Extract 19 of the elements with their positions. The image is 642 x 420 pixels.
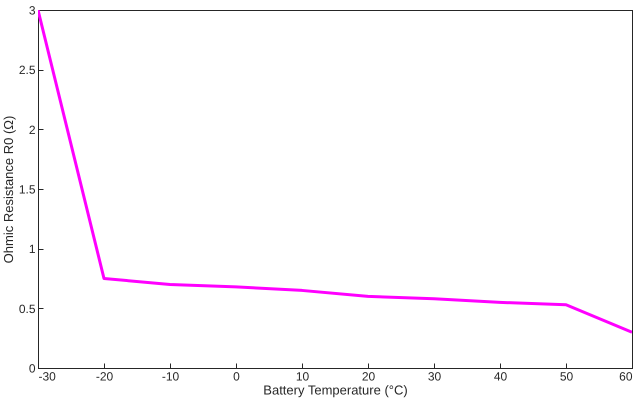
y-tick-label: 2 xyxy=(28,122,36,137)
x-tick-label: -10 xyxy=(162,370,180,384)
y-tick-label: 1.5 xyxy=(18,182,36,196)
x-axis-title: Battery Temperature (°C) xyxy=(263,382,408,398)
x-tick-label: 10 xyxy=(296,370,310,384)
x-tick-label: -30 xyxy=(38,370,56,384)
y-axis-title: Ohmic Resistance R0 (Ω) xyxy=(0,116,16,264)
x-tick-label: 60 xyxy=(619,370,633,384)
y-tick-label: 3 xyxy=(28,4,36,18)
x-tick-label: 50 xyxy=(560,370,574,384)
x-tick-label: -20 xyxy=(96,370,114,384)
x-tick-label: 40 xyxy=(494,370,508,384)
line-series xyxy=(38,10,632,334)
x-tick-label: 0 xyxy=(233,370,240,384)
x-tick-label: 30 xyxy=(428,370,442,384)
y-tick-label: 0.5 xyxy=(18,302,36,316)
y-tick-label: 1 xyxy=(28,242,36,256)
y-tick-label: 2.5 xyxy=(18,63,36,78)
x-tick-label: 20 xyxy=(362,370,376,384)
